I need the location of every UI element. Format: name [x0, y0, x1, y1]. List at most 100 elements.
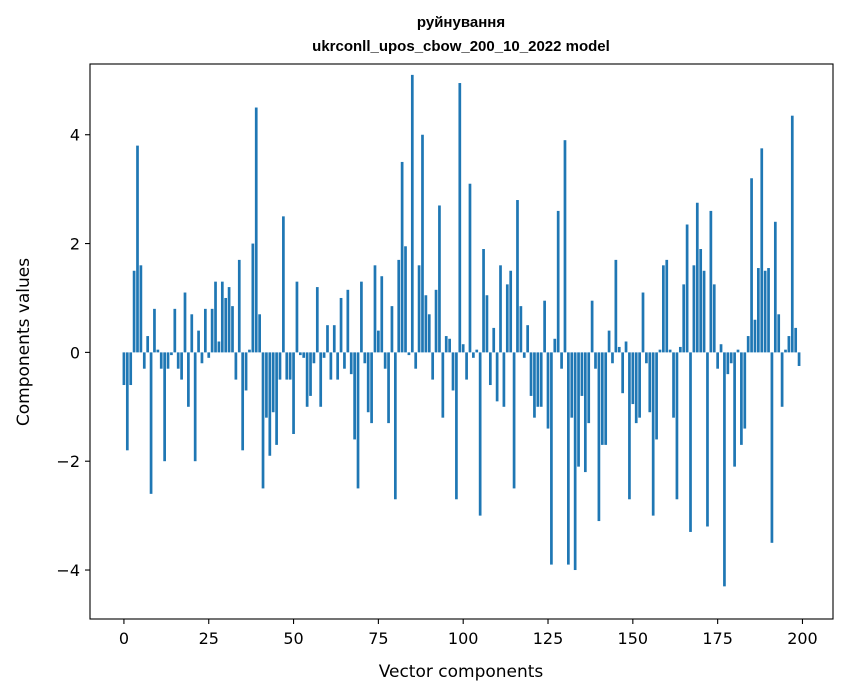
bar-53	[302, 352, 306, 358]
bar-70	[360, 281, 363, 353]
bar-52	[298, 352, 302, 356]
bar-95	[444, 336, 448, 353]
bar-26	[210, 308, 214, 353]
bar-18	[183, 292, 187, 353]
bar-33	[234, 352, 238, 380]
y-tick-label: 4	[70, 126, 80, 145]
bar-14	[170, 352, 173, 356]
bar-77	[383, 352, 387, 369]
bar-20	[190, 314, 194, 353]
bar-106	[482, 249, 485, 353]
chart-subtitle: ukrconll_upos_cbow_200_10_2022 model	[312, 38, 610, 55]
bar-51	[295, 281, 299, 353]
bar-47	[282, 216, 285, 353]
bar-97	[451, 352, 455, 391]
x-tick-label: 150	[618, 629, 649, 648]
bar-50	[292, 352, 295, 434]
bar-68	[353, 352, 356, 440]
bar-21	[193, 352, 197, 462]
bar-152	[638, 352, 641, 418]
bar-144	[611, 352, 614, 364]
bar-117	[519, 306, 523, 353]
bar-123	[539, 352, 543, 407]
bar-102	[468, 183, 472, 353]
bar-19	[187, 352, 190, 407]
bar-96	[448, 338, 451, 353]
bar-55	[309, 352, 312, 396]
bar-67	[349, 352, 353, 375]
bar-6	[142, 352, 146, 369]
bar-61	[329, 352, 333, 380]
bar-164	[678, 346, 682, 353]
x-axis-label: Vector components	[379, 662, 544, 682]
bar-139	[594, 352, 597, 369]
bar-113	[505, 284, 509, 353]
bar-181	[736, 349, 740, 353]
bar-148	[624, 341, 628, 353]
y-axis-ticks: −4 −2 0 2 4	[56, 126, 90, 580]
bar-16	[176, 352, 180, 369]
y-tick-label: −4	[56, 561, 80, 580]
bar-116	[516, 200, 519, 353]
bar-154	[645, 352, 648, 364]
bar-38	[251, 243, 255, 353]
bar-156	[651, 352, 655, 516]
bar-109	[492, 327, 496, 353]
bar-163	[675, 352, 679, 500]
bar-44	[271, 352, 275, 413]
bar-169	[695, 202, 699, 353]
bar-172	[706, 352, 709, 527]
bar-131	[567, 352, 570, 565]
bar-100	[461, 344, 465, 353]
bar-69	[356, 352, 360, 489]
bar-65	[343, 352, 346, 369]
bar-48	[285, 352, 289, 380]
bar-12	[163, 352, 166, 462]
bar-165	[682, 284, 686, 353]
bar-91	[431, 352, 435, 380]
bar-54	[305, 352, 309, 407]
bar-11	[159, 352, 163, 369]
bar-195	[784, 349, 787, 353]
bar-9	[153, 308, 156, 353]
bar-134	[577, 352, 580, 467]
bar-36	[244, 352, 248, 391]
bar-111	[499, 265, 502, 353]
bar-45	[275, 352, 278, 445]
bar-31	[227, 287, 231, 353]
bar-159	[662, 265, 665, 353]
bar-145	[614, 259, 618, 353]
bar-104	[475, 349, 479, 353]
bar-160	[665, 259, 669, 353]
bar-74	[373, 265, 377, 353]
bar-121	[533, 352, 536, 418]
bar-133	[573, 352, 577, 571]
x-tick-label: 25	[199, 629, 219, 648]
bar-72	[366, 352, 370, 413]
bar-71	[363, 352, 367, 364]
bar-194	[780, 352, 784, 407]
bar-178	[726, 352, 730, 375]
bar-81	[397, 259, 401, 353]
bar-192	[773, 221, 777, 353]
bar-198	[794, 327, 798, 353]
bar-25	[207, 352, 211, 358]
bar-149	[628, 352, 631, 500]
bar-108	[488, 352, 492, 386]
bar-191	[770, 352, 774, 543]
bar-142	[604, 352, 608, 445]
bar-88	[421, 134, 424, 353]
bar-103	[472, 352, 475, 358]
bar-99	[458, 83, 462, 353]
bar-168	[692, 265, 696, 353]
bar-41	[261, 352, 265, 489]
bar-94	[441, 352, 445, 418]
bar-63	[336, 352, 340, 380]
bar-128	[556, 210, 560, 353]
bar-57	[315, 287, 319, 353]
bar-79	[390, 306, 394, 353]
bar-112	[502, 352, 506, 407]
bar-170	[699, 249, 703, 353]
x-tick-label: 100	[448, 629, 479, 648]
